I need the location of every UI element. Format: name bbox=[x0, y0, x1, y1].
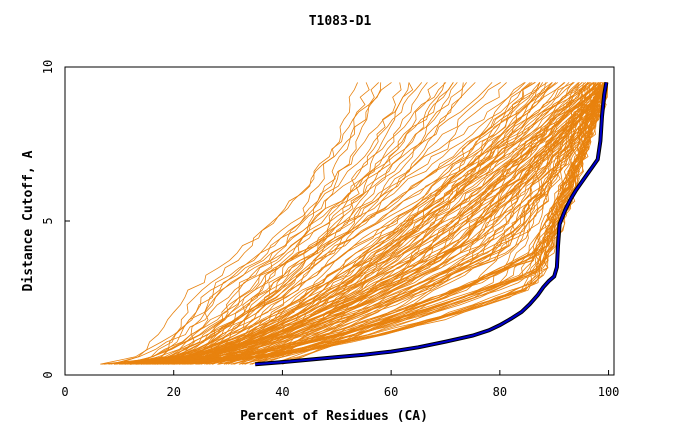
model-line bbox=[108, 82, 358, 365]
model-line bbox=[143, 82, 531, 365]
model-line bbox=[141, 82, 570, 365]
model-line bbox=[101, 82, 370, 365]
model-line bbox=[119, 82, 445, 365]
x-tick-label: 60 bbox=[384, 385, 398, 399]
model-line bbox=[260, 82, 608, 365]
model-line bbox=[249, 82, 608, 365]
model-line bbox=[127, 82, 526, 365]
x-axis-label: Percent of Residues (CA) bbox=[240, 409, 428, 424]
model-line bbox=[166, 82, 583, 365]
highlight-lines bbox=[255, 82, 609, 367]
y-tick-label: 5 bbox=[41, 217, 55, 224]
model-line bbox=[149, 82, 548, 365]
model-line bbox=[282, 82, 608, 365]
model-line bbox=[173, 82, 597, 365]
model-line bbox=[271, 82, 608, 365]
y-tick-label: 10 bbox=[41, 60, 55, 74]
model-line bbox=[165, 82, 607, 365]
model-line bbox=[139, 82, 467, 365]
model-line bbox=[206, 82, 608, 365]
model-line bbox=[130, 82, 588, 365]
model-line bbox=[128, 82, 447, 365]
x-tick-label: 100 bbox=[598, 385, 620, 399]
model-line bbox=[141, 82, 464, 365]
model-line bbox=[244, 82, 607, 365]
model-line bbox=[238, 82, 599, 365]
model-line bbox=[249, 82, 608, 365]
model-line bbox=[140, 82, 507, 365]
model-line bbox=[171, 82, 525, 365]
chart-title: T1083-D1 bbox=[308, 14, 372, 29]
y-axis-label: Distance Cutoff, A bbox=[21, 150, 36, 291]
model-line bbox=[191, 82, 607, 365]
model-line bbox=[263, 82, 608, 365]
model-line bbox=[135, 82, 438, 365]
model-line bbox=[137, 82, 553, 365]
model-line bbox=[162, 82, 608, 365]
model-line bbox=[130, 82, 458, 365]
model-line bbox=[156, 82, 476, 365]
model-line bbox=[157, 82, 536, 365]
model-line bbox=[166, 82, 601, 365]
model-line bbox=[217, 82, 607, 365]
y-tick-label: 0 bbox=[41, 371, 55, 378]
y-axis: 0 5 10 bbox=[41, 60, 70, 379]
x-axis: 0 20 40 60 80 100 bbox=[61, 370, 619, 399]
model-line bbox=[130, 82, 541, 365]
model-line bbox=[115, 82, 392, 365]
model-line bbox=[153, 82, 589, 365]
x-tick-label: 40 bbox=[275, 385, 289, 399]
model-line bbox=[187, 82, 608, 365]
x-tick-label: 0 bbox=[61, 385, 68, 399]
model-line bbox=[113, 82, 382, 365]
model-line bbox=[212, 82, 575, 365]
model-line bbox=[130, 82, 410, 365]
model-line bbox=[195, 82, 606, 365]
model-line bbox=[157, 82, 600, 365]
model-line bbox=[114, 82, 536, 365]
model-line bbox=[143, 82, 379, 365]
x-tick-label: 80 bbox=[493, 385, 507, 399]
model-line bbox=[100, 82, 454, 365]
model-line bbox=[148, 82, 540, 365]
model-line bbox=[122, 82, 533, 365]
model-line bbox=[179, 82, 605, 365]
plot-frame bbox=[64, 66, 615, 376]
model-line bbox=[124, 82, 428, 365]
x-tick-label: 20 bbox=[166, 385, 180, 399]
model-line bbox=[166, 82, 574, 365]
model-line bbox=[271, 82, 608, 365]
model-lines bbox=[100, 82, 608, 365]
model-line bbox=[151, 82, 558, 365]
model-line bbox=[234, 82, 608, 365]
model-line bbox=[163, 82, 547, 365]
highlight-line bbox=[255, 82, 608, 366]
